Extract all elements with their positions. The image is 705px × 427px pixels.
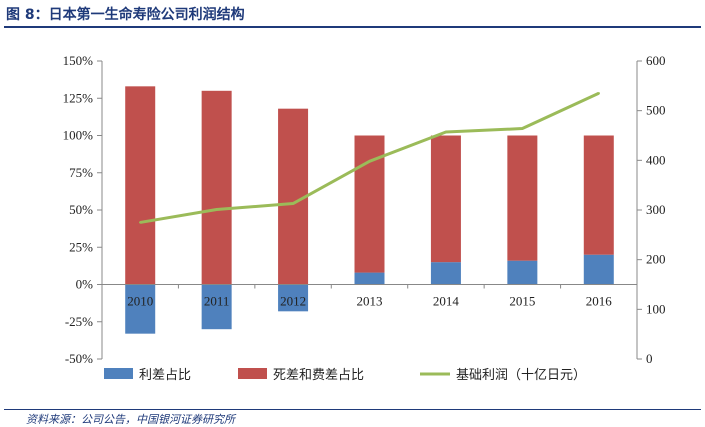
point-basic-profit-2010 [139, 221, 142, 224]
bar-layer [125, 86, 614, 334]
point-basic-profit-2014 [444, 130, 448, 134]
x-tick-label: 2011 [204, 294, 230, 309]
bar-interest-2010 [125, 284, 156, 334]
x-tick-label: 2016 [586, 294, 613, 309]
x-tick-label: 2012 [280, 294, 306, 309]
left-tick-label: 75% [69, 165, 93, 180]
point-basic-profit-2011 [215, 208, 218, 211]
right-tick-label: 400 [646, 152, 666, 167]
point-basic-profit-2013 [368, 160, 371, 163]
left-tick-label: 125% [63, 90, 94, 105]
bar-interest-2011 [201, 284, 232, 330]
bar-mortality-expense-2015 [507, 135, 538, 261]
bar-interest-2016 [583, 254, 614, 285]
line-layer [139, 91, 600, 224]
right-tick-label: 0 [646, 351, 653, 366]
figure-title: 图 8：日本第一生命寿险公司利润结构 [6, 7, 245, 23]
legend-label-basic-profit: 基础利润（十亿日元） [456, 367, 586, 382]
left-tick-label: -50% [65, 351, 93, 366]
bar-mortality-expense-2014 [430, 135, 461, 263]
legend-swatch-interest [104, 368, 133, 379]
bar-mortality-expense-2011 [201, 90, 232, 285]
right-tick-label: 200 [646, 252, 666, 267]
right-tick-label: 300 [646, 202, 666, 217]
axes: -50% -25% 0% 25% 50% 75% 100% 125% 150% 0 100 200 30… [63, 53, 666, 366]
x-tick-label: 2013 [357, 294, 383, 309]
left-tick-label: 50% [69, 202, 93, 217]
bar-interest-2015 [507, 260, 538, 285]
legend: 利差占比 死差和费差占比 基础利润（十亿日元） [104, 367, 586, 382]
bar-interest-2013 [354, 272, 385, 285]
x-tick-label: 2014 [433, 294, 460, 309]
point-basic-profit-2012 [291, 202, 295, 205]
bar-interest-2012 [278, 284, 309, 312]
point-basic-profit-2016 [597, 92, 600, 95]
left-tick-label: 25% [69, 239, 93, 254]
point-basic-profit-2015 [521, 127, 524, 130]
left-tick-label: 150% [63, 53, 94, 68]
source-note: 资料来源：公司公告，中国银河证券研究所 [26, 413, 235, 426]
bar-mortality-expense-2010 [125, 86, 156, 285]
right-tick-label: 500 [646, 103, 666, 118]
bar-interest-2014 [430, 262, 461, 285]
right-tick-label: 600 [646, 53, 666, 68]
x-tick-label: 2015 [509, 294, 535, 309]
legend-swatch-mortality-expense [238, 368, 267, 379]
bottom-rule [4, 409, 701, 410]
left-tick-label: 100% [63, 128, 94, 143]
legend-label-interest: 利差占比 [139, 367, 191, 382]
x-tick-label: 2010 [127, 294, 153, 309]
right-tick-label: 100 [646, 301, 666, 316]
title-rule [4, 26, 701, 28]
legend-label-mortality-expense: 死差和费差占比 [273, 367, 364, 382]
left-tick-label: -25% [65, 314, 93, 329]
left-tick-label: 0% [76, 277, 94, 292]
bar-mortality-expense-2016 [583, 135, 614, 255]
